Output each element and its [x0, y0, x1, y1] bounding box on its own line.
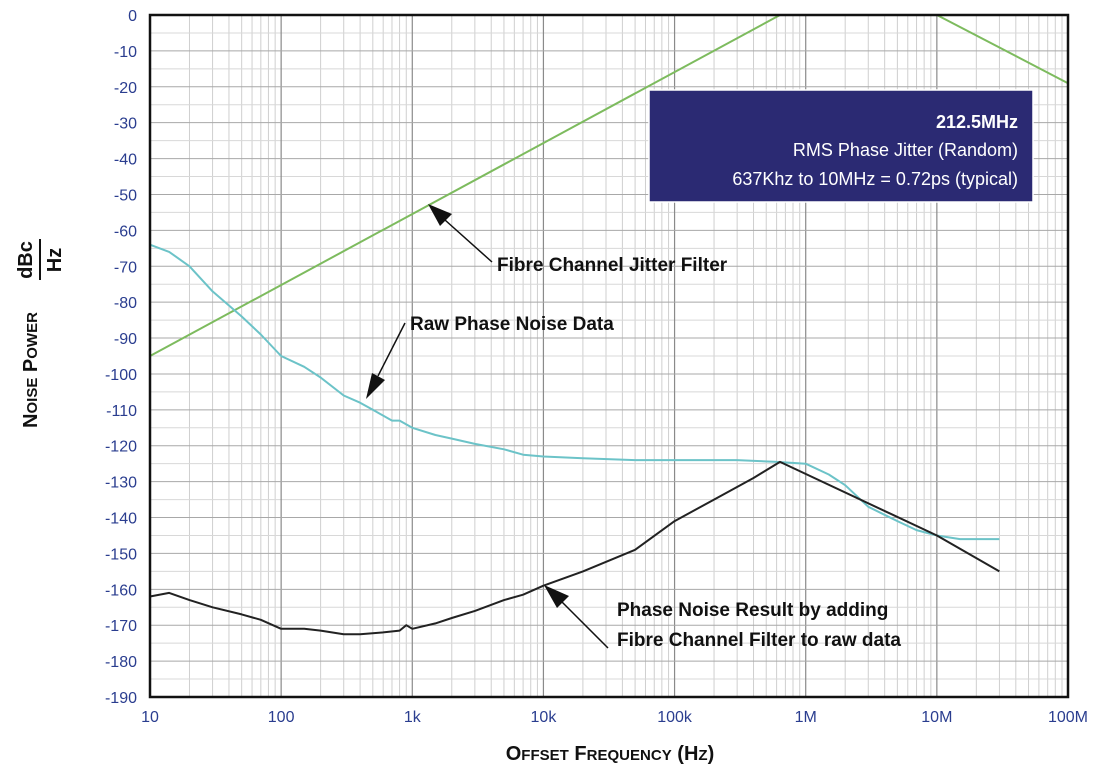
y-tick-label: -180	[105, 654, 137, 671]
info-box-line1: RMS Phase Jitter (Random)	[793, 140, 1018, 160]
y-tick-label: -190	[105, 690, 137, 707]
x-tick-label: 10M	[921, 709, 952, 726]
annotation-result-line1: Phase Noise Result by adding	[617, 600, 888, 621]
y-tick-label: -140	[105, 511, 137, 528]
annotation-result-arrowhead	[544, 585, 569, 608]
y-tick-label: -40	[114, 152, 137, 169]
y-axis-title: NOISE POWER dBc Hz	[15, 239, 66, 428]
info-box: 212.5MHz RMS Phase Jitter (Random) 637Kh…	[648, 89, 1034, 203]
y-tick-label: -170	[105, 618, 137, 635]
y-tick-label: -60	[114, 223, 137, 240]
info-box-line2: 637Khz to 10MHz = 0.72ps (typical)	[732, 169, 1018, 189]
annotation-raw-phase-noise: Raw Phase Noise Data	[410, 314, 614, 335]
y-axis-unit-denominator: Hz	[44, 248, 66, 272]
plot-frame	[148, 13, 1070, 699]
y-tick-label: -20	[114, 80, 137, 97]
y-tick-label: -120	[105, 439, 137, 456]
y-tick-label: -10	[114, 44, 137, 61]
annotations: Fibre Channel Jitter Filter Raw Phase No…	[366, 204, 901, 651]
x-tick-label: 10	[141, 709, 159, 726]
y-tick-label: -70	[114, 259, 137, 276]
y-tick-label: -80	[114, 295, 137, 312]
y-axis-unit-numerator: dBc	[15, 241, 37, 279]
y-tick-label: -100	[105, 367, 137, 384]
annotation-result-line2: Fibre Channel Filter to raw data	[617, 630, 901, 651]
annotation-jitter-filter-arrowhead	[428, 204, 452, 226]
annotation-result-leader	[560, 600, 609, 649]
x-axis-title: OFFSET FREQUENCY (HZ)	[506, 743, 715, 765]
y-tick-label: -130	[105, 475, 137, 492]
y-axis-title-text: NOISE POWER	[20, 312, 42, 428]
x-tick-label: 1M	[795, 709, 817, 726]
x-tick-label: 100	[268, 709, 295, 726]
series-phase-noise-result	[149, 460, 1000, 636]
info-box-title: 212.5MHz	[936, 112, 1018, 132]
y-tick-label: -30	[114, 116, 137, 133]
y-tick-label: 0	[128, 8, 137, 25]
y-tick-label: -160	[105, 582, 137, 599]
annotation-raw-phase-noise-leader	[377, 322, 406, 377]
annotation-jitter-filter-leader	[444, 219, 493, 263]
annotation-jitter-filter: Fibre Channel Jitter Filter	[497, 255, 728, 276]
annotation-raw-phase-noise-arrowhead	[366, 373, 385, 399]
y-tick-label: -150	[105, 546, 137, 563]
x-tick-label: 100k	[657, 709, 693, 726]
y-tick-label: -50	[114, 187, 137, 204]
y-tick-label: -90	[114, 331, 137, 348]
x-tick-label: 1k	[404, 709, 422, 726]
y-tick-labels: 0 -10 -20 -30 -40 -50 -60 -70 -80 -90 -100 -110 -120…	[105, 8, 137, 707]
x-tick-labels: 10 100 1k 10k 100k 1M 10M 100M	[141, 709, 1088, 726]
y-tick-label: -110	[106, 403, 137, 420]
x-tick-label: 100M	[1048, 709, 1088, 726]
x-tick-label: 10k	[531, 709, 558, 726]
minor-gridlines	[150, 15, 1068, 697]
info-box-background	[648, 89, 1034, 203]
series-raw-phase-noise	[149, 243, 1000, 541]
